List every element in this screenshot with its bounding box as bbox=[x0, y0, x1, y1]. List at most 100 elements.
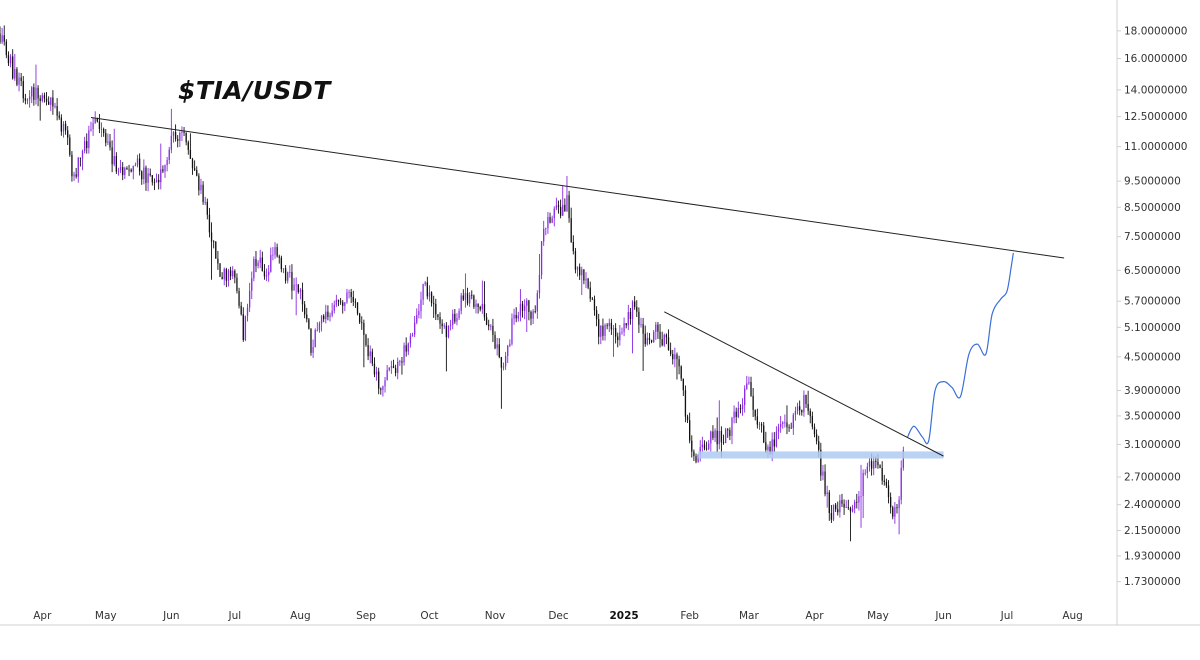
candle-body bbox=[198, 175, 200, 191]
candle-body bbox=[143, 167, 145, 180]
candle-body bbox=[511, 318, 513, 344]
axes-group: 18.0000000 16.0000000 14.0000000 12.5000000… bbox=[0, 0, 1200, 626]
candle-body bbox=[232, 270, 234, 277]
candle-body bbox=[572, 242, 574, 252]
candle-body bbox=[327, 311, 329, 317]
candle-body bbox=[650, 339, 653, 342]
candle-body bbox=[722, 442, 725, 444]
candle-body bbox=[777, 427, 780, 432]
y-tick-label: 2.7000000 bbox=[1124, 471, 1181, 483]
candle-body bbox=[566, 195, 568, 212]
candle-body bbox=[822, 471, 824, 476]
candle-body bbox=[636, 306, 638, 312]
candle-body bbox=[864, 472, 866, 474]
candle-body bbox=[591, 298, 594, 300]
candle-body bbox=[746, 383, 748, 389]
candle-body bbox=[342, 302, 344, 306]
candle-body bbox=[390, 366, 393, 368]
candle-body bbox=[170, 135, 173, 150]
candle-body bbox=[892, 507, 894, 517]
candle-body bbox=[581, 269, 583, 276]
candle-body bbox=[287, 272, 289, 281]
annotations-group bbox=[90, 117, 1065, 459]
candle-body bbox=[705, 448, 708, 450]
candle-body bbox=[0, 33, 1, 43]
candle-body bbox=[62, 123, 65, 132]
x-tick-label: Jun bbox=[162, 610, 179, 622]
candle-body bbox=[564, 204, 566, 212]
candle-body bbox=[485, 317, 488, 325]
x-tick-label: Apr bbox=[805, 610, 824, 622]
candle-body bbox=[253, 259, 255, 279]
candle-body bbox=[409, 335, 412, 344]
y-tick-label: 8.5000000 bbox=[1124, 202, 1181, 214]
candle-body bbox=[83, 141, 86, 151]
candle-body bbox=[348, 292, 350, 293]
candle-body bbox=[701, 444, 704, 448]
candle-body bbox=[48, 101, 50, 105]
candle-body bbox=[119, 167, 122, 171]
candle-body bbox=[397, 361, 399, 373]
candle-body bbox=[329, 315, 331, 317]
support-zone bbox=[698, 451, 944, 459]
candle-body bbox=[52, 97, 54, 107]
candle-body bbox=[206, 201, 208, 215]
candle-body bbox=[587, 278, 589, 288]
candle-body bbox=[695, 456, 697, 462]
candle-body bbox=[18, 77, 20, 85]
candle-body bbox=[382, 386, 384, 390]
candle-body bbox=[841, 500, 843, 504]
candle-body bbox=[885, 481, 888, 486]
candle-body bbox=[464, 293, 467, 300]
candle-body bbox=[758, 424, 761, 426]
candle-body bbox=[606, 325, 608, 327]
candle-body bbox=[500, 357, 503, 368]
candle-body bbox=[365, 334, 367, 346]
candle-body bbox=[653, 331, 655, 342]
candle-body bbox=[282, 268, 285, 270]
candle-body bbox=[75, 174, 77, 177]
candle-body bbox=[373, 363, 376, 375]
candle-body bbox=[553, 208, 555, 219]
candle-body bbox=[92, 122, 94, 130]
candle-body bbox=[130, 169, 132, 172]
x-tick-label: Aug bbox=[1062, 610, 1083, 622]
candle-body bbox=[858, 496, 860, 503]
candle-body bbox=[213, 241, 215, 243]
candle-body bbox=[439, 317, 441, 324]
candle-body bbox=[807, 404, 809, 411]
candle-body bbox=[297, 284, 299, 293]
candle-body bbox=[251, 278, 253, 291]
candle-body bbox=[479, 307, 481, 310]
candle-body bbox=[669, 349, 672, 354]
x-tick-label: Oct bbox=[420, 610, 438, 622]
candle-body bbox=[229, 270, 232, 277]
candle-body bbox=[790, 427, 792, 429]
candle-body bbox=[113, 156, 115, 165]
candle-body bbox=[248, 290, 251, 308]
candle-body bbox=[714, 430, 716, 438]
x-tick-label: Nov bbox=[485, 610, 506, 622]
candle-body bbox=[223, 269, 225, 280]
candle-body bbox=[578, 266, 581, 276]
x-tick-label: May bbox=[95, 610, 117, 622]
candle-body bbox=[441, 323, 443, 327]
candle-body bbox=[598, 319, 600, 337]
candle-body bbox=[820, 449, 822, 476]
candle-body bbox=[720, 430, 723, 443]
candle-body bbox=[657, 324, 659, 332]
candle-body bbox=[570, 218, 572, 243]
x-tick-label: Jul bbox=[227, 610, 241, 622]
candle-body bbox=[37, 87, 39, 99]
candle-body bbox=[682, 378, 684, 391]
candle-body bbox=[210, 232, 213, 242]
candle-body bbox=[378, 371, 380, 389]
candle-body bbox=[344, 302, 346, 306]
candle-body bbox=[350, 292, 352, 297]
candle-body bbox=[215, 241, 217, 259]
candle-body bbox=[612, 328, 615, 330]
candle-body bbox=[521, 303, 524, 311]
candle-body bbox=[24, 98, 27, 101]
candle-body bbox=[145, 167, 147, 183]
